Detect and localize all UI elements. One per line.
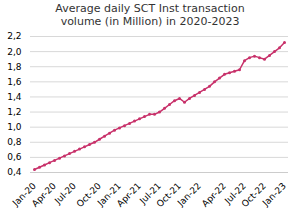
svg-text:Jan-21: Jan-21 <box>95 180 123 208</box>
svg-text:1,0: 1,0 <box>7 122 22 132</box>
svg-text:Jan-20: Jan-20 <box>10 180 38 208</box>
svg-text:Oct-20: Oct-20 <box>74 180 103 210</box>
svg-text:2,2: 2,2 <box>7 31 21 41</box>
svg-text:Jul-21: Jul-21 <box>137 180 163 206</box>
svg-text:Oct-22: Oct-22 <box>239 180 268 210</box>
svg-text:Jan-23: Jan-23 <box>260 181 288 209</box>
svg-text:Apr-22: Apr-22 <box>200 181 228 209</box>
svg-text:Apr-20: Apr-20 <box>30 181 58 209</box>
svg-text:Jul-20: Jul-20 <box>52 180 78 206</box>
svg-text:2,0: 2,0 <box>7 46 22 56</box>
svg-text:Jan-22: Jan-22 <box>175 181 203 209</box>
svg-text:0,8: 0,8 <box>7 137 22 147</box>
svg-text:1,4: 1,4 <box>7 92 22 102</box>
svg-text:Apr-21: Apr-21 <box>115 181 143 209</box>
svg-text:0,4: 0,4 <box>7 167 22 177</box>
svg-text:0,6: 0,6 <box>7 152 22 162</box>
svg-text:1,2: 1,2 <box>7 107 21 117</box>
svg-text:Jul-22: Jul-22 <box>222 180 248 206</box>
html-text:Average daily SCT Inst transac: Average daily SCT Inst transaction volum… <box>55 2 245 28</box>
svg-text:Oct-21: Oct-21 <box>154 180 183 210</box>
svg-text:1,6: 1,6 <box>7 77 22 87</box>
svg-text:1,8: 1,8 <box>7 62 22 72</box>
